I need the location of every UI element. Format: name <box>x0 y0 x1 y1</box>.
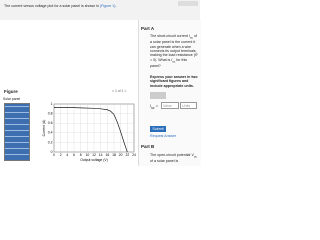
eq: = <box>155 103 158 108</box>
answer-label: Isc = <box>150 103 158 110</box>
part-b-text: The open-circuit potential Voc of a sola… <box>150 153 198 164</box>
x-tick-label: 4 <box>66 153 68 157</box>
x-tick-label: 22 <box>125 153 129 157</box>
part-a-text: The short-circuit current Isc of a solar… <box>150 34 198 68</box>
seg: = 0). What is <box>150 57 172 62</box>
right-panel <box>138 20 201 166</box>
intro-end: . <box>115 4 117 8</box>
sym: R <box>194 53 198 58</box>
y-tick-label: 1 <box>51 102 53 106</box>
value-input[interactable]: Value <box>161 102 179 109</box>
next[interactable]: > <box>124 89 127 93</box>
seg: The open-circuit potential <box>150 153 192 157</box>
page: The current versus voltage plot for a so… <box>0 0 201 166</box>
solar-panel-image <box>4 103 30 161</box>
part-b-title[interactable]: Part B <box>141 144 155 149</box>
sub: sc <box>172 59 176 64</box>
x-tick-label: 14 <box>99 153 103 157</box>
y-axis-label: Current (A) <box>42 120 46 137</box>
instructions: Express your answer in two significant f… <box>150 75 198 88</box>
request-answer[interactable]: Request Answer <box>150 134 177 138</box>
seg: for this panel? <box>150 57 188 68</box>
figure-label: Figure <box>4 89 18 94</box>
x-tick-label: 10 <box>85 153 89 157</box>
top-band <box>0 0 200 20</box>
y-tick-label: 0.4 <box>48 131 53 135</box>
y-tick-label: 0.2 <box>48 140 53 144</box>
sym: I <box>171 57 173 62</box>
sym: V <box>191 153 194 157</box>
part-a-title[interactable]: Part A <box>141 26 155 31</box>
toolbar[interactable] <box>150 92 166 99</box>
units-input[interactable]: Units <box>180 102 197 109</box>
submit-button[interactable]: Submit <box>150 126 166 132</box>
sym: I <box>188 34 190 38</box>
panel-label: Solar panel <box>3 97 21 101</box>
pager: < 1 of 1 > <box>112 89 126 93</box>
figure-link[interactable]: (Figure 1) <box>99 4 116 8</box>
seg: of a solar panel is the current it can g… <box>150 34 197 58</box>
y-tick-label: 0.6 <box>48 121 53 125</box>
prev[interactable]: < <box>112 89 114 93</box>
x-tick-label: 2 <box>60 153 62 157</box>
x-tick-label: 16 <box>105 153 109 157</box>
y-tick-label: 0.8 <box>48 111 53 115</box>
sub: sc <box>189 35 193 40</box>
x-tick-label: 8 <box>80 153 82 157</box>
x-tick-label: 18 <box>112 153 116 157</box>
chart: 00.20.40.60.810 2 4 6 8 10 12 14 16 18 20 22 24Outpu… <box>42 102 136 162</box>
x-axis-label: Output voltage (V) <box>80 158 108 162</box>
sym: I <box>150 103 152 108</box>
x-tick-label: 12 <box>92 153 96 157</box>
pager-text: 1 of 1 <box>114 89 124 93</box>
x-tick-label: 6 <box>73 153 75 157</box>
series-line <box>54 107 128 153</box>
seg: The short-circuit current <box>150 34 189 38</box>
top-button[interactable] <box>178 1 198 6</box>
sub: oc <box>193 154 197 159</box>
x-tick-label: 24 <box>132 153 136 157</box>
intro-text: The current versus voltage plot for a so… <box>4 4 100 8</box>
intro: The current versus voltage plot for a so… <box>4 4 154 8</box>
x-tick-label: 20 <box>119 153 123 157</box>
sub: sc <box>151 105 155 110</box>
y-tick-label: 0 <box>51 150 53 154</box>
x-tick-label: 0 <box>53 153 55 157</box>
seg: of a solar panel is <box>150 159 179 164</box>
